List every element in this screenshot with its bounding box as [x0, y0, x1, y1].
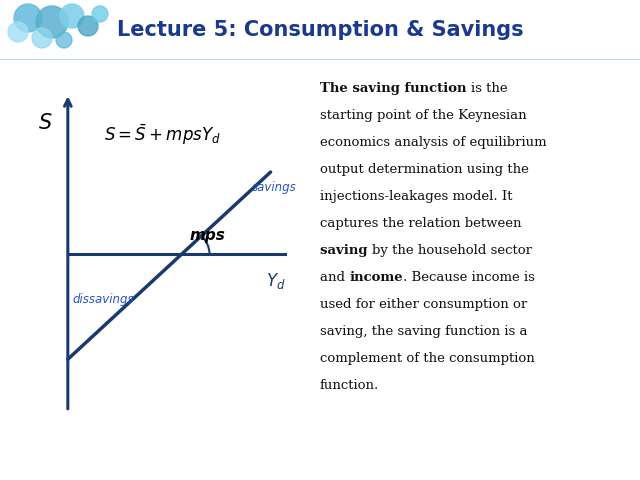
Text: savings: savings: [252, 181, 297, 194]
Circle shape: [32, 28, 52, 48]
Text: and: and: [320, 271, 349, 284]
Text: saving: saving: [320, 244, 372, 257]
Text: complement of the consumption: complement of the consumption: [320, 352, 535, 365]
Text: injections-leakages model. It: injections-leakages model. It: [320, 190, 513, 203]
Text: output determination using the: output determination using the: [320, 163, 529, 176]
Text: Lecture 5: Consumption & Savings: Lecture 5: Consumption & Savings: [116, 20, 524, 40]
Text: captures the relation between: captures the relation between: [320, 217, 522, 230]
Text: $S = \bar{S} + mpsY_d$: $S = \bar{S} + mpsY_d$: [104, 122, 221, 147]
Text: S: S: [38, 113, 52, 133]
Circle shape: [36, 6, 68, 38]
Text: starting point of the Keynesian: starting point of the Keynesian: [320, 109, 527, 122]
Circle shape: [78, 16, 98, 36]
Circle shape: [56, 32, 72, 48]
Text: is the: is the: [471, 82, 508, 95]
Text: used for either consumption or: used for either consumption or: [320, 298, 527, 311]
Text: The saving function: The saving function: [320, 82, 471, 95]
Circle shape: [92, 6, 108, 22]
Circle shape: [8, 22, 28, 42]
Text: . Because income is: . Because income is: [403, 271, 535, 284]
Circle shape: [60, 4, 84, 28]
Text: mps: mps: [190, 228, 226, 243]
Text: dissavings: dissavings: [72, 293, 134, 306]
Circle shape: [14, 4, 42, 32]
Text: economics analysis of equilibrium: economics analysis of equilibrium: [320, 136, 547, 149]
Text: function.: function.: [320, 379, 380, 392]
Text: by the household sector: by the household sector: [372, 244, 532, 257]
Text: saving, the saving function is a: saving, the saving function is a: [320, 325, 527, 338]
Text: $Y_d$: $Y_d$: [266, 271, 286, 290]
Text: income: income: [349, 271, 403, 284]
